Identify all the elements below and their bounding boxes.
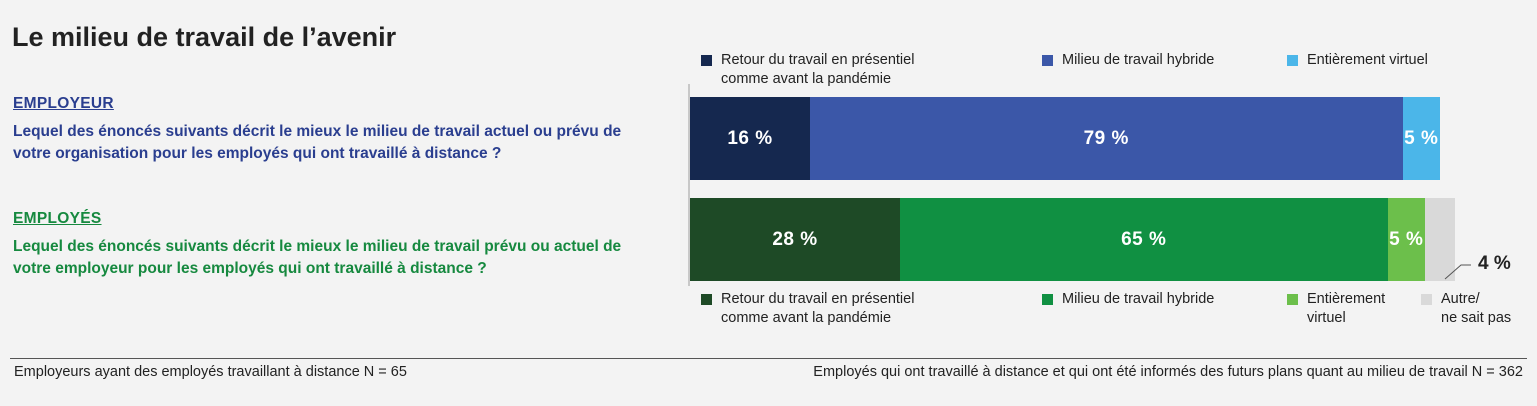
legend-label-line1: Autre/ <box>1441 291 1480 307</box>
data-label: 65 % <box>1121 228 1167 250</box>
legend-label-line1: Milieu de travail hybride <box>1062 52 1215 68</box>
employee-group-label: EMPLOYÉS <box>13 210 102 227</box>
legend-label-line2: virtuel <box>1307 310 1346 326</box>
bar-segment-hybride: 65 % <box>900 198 1388 281</box>
footer-divider <box>10 358 1527 359</box>
legend-swatch <box>701 294 712 305</box>
data-label-autre: 4 % <box>1478 253 1511 274</box>
data-label: 16 % <box>727 127 773 149</box>
legend-label-line1: Entièrement <box>1307 291 1386 307</box>
employer-group-label: EMPLOYEUR <box>13 95 114 112</box>
legend-top-presentiel: Retour du travail en présentiel comme av… <box>701 51 914 89</box>
legend-label-line1: Entièrement virtuel <box>1307 52 1428 68</box>
bar-segment-virtuel: 5 % <box>1387 198 1425 281</box>
legend-label-line1: Retour du travail en présentiel <box>721 291 915 307</box>
data-label: 5 % <box>1404 127 1439 149</box>
legend-top-virtuel: Entièrement virtuel <box>1287 51 1428 70</box>
legend-swatch <box>1287 55 1298 66</box>
legend-label-line1: Retour du travail en présentiel <box>721 52 915 68</box>
chart-baseline <box>688 84 690 286</box>
legend-label-line1: Milieu de travail hybride <box>1062 291 1215 307</box>
legend-bottom-hybride: Milieu de travail hybride <box>1042 290 1214 309</box>
chart-title: Le milieu de travail de l’avenir <box>12 22 397 52</box>
legend-bottom-virtuel: Entièrement virtuel <box>1287 290 1385 328</box>
legend-swatch <box>701 55 712 66</box>
bar-employeur: 16 % 79 % 5 % <box>690 97 1440 180</box>
legend-label-line2: comme avant la pandémie <box>721 310 892 326</box>
legend-bottom-autre: Autre/ ne sait pas <box>1421 290 1511 328</box>
legend-swatch <box>1287 294 1298 305</box>
employer-question: Lequel des énoncés suivants décrit le mi… <box>13 123 622 162</box>
legend-label-line2: ne sait pas <box>1441 310 1512 326</box>
legend-swatch <box>1042 294 1053 305</box>
data-label: 28 % <box>772 228 818 250</box>
legend-label-line2: comme avant la pandémie <box>721 71 892 87</box>
legend-top-hybride: Milieu de travail hybride <box>1042 51 1214 70</box>
footer-left-note: Employeurs ayant des employés travaillan… <box>14 364 407 380</box>
data-label: 5 % <box>1389 228 1424 250</box>
employee-question: Lequel des énoncés suivants décrit le mi… <box>13 238 622 277</box>
legend-swatch <box>1421 294 1432 305</box>
bar-segment-autre <box>1425 198 1455 281</box>
bar-segment-presentiel: 28 % <box>690 198 900 281</box>
bar-segment-virtuel: 5 % <box>1402 97 1440 180</box>
footer-right-note: Employés qui ont travaillé à distance et… <box>813 364 1523 380</box>
legend-swatch <box>1042 55 1053 66</box>
bar-segment-hybride: 79 % <box>810 97 1403 180</box>
bar-segment-presentiel: 16 % <box>690 97 810 180</box>
legend-bottom-presentiel: Retour du travail en présentiel comme av… <box>701 290 914 328</box>
data-label: 79 % <box>1083 127 1129 149</box>
bar-employes: 28 % 65 % 5 % <box>690 198 1455 281</box>
